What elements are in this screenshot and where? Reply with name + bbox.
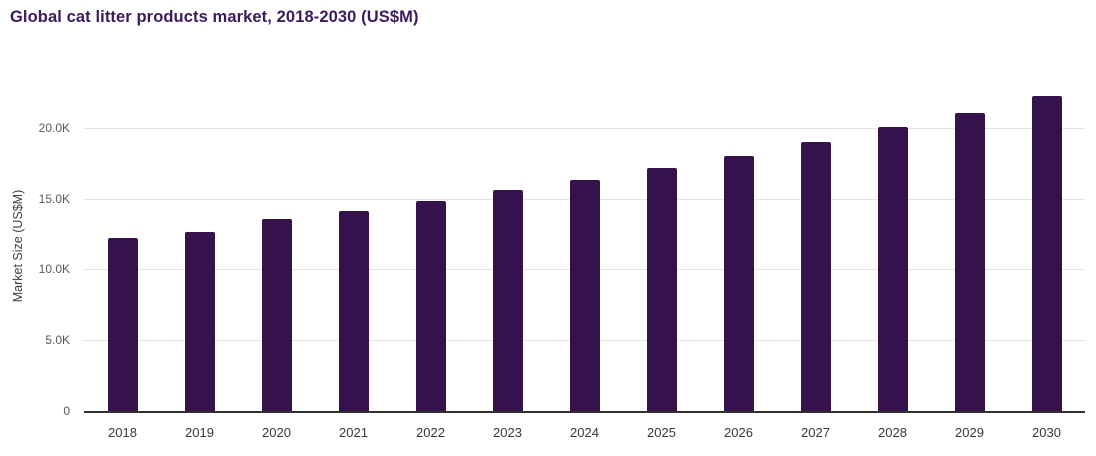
x-tick-2018: 2018 (108, 425, 137, 440)
x-tick-2023: 2023 (493, 425, 522, 440)
bar-2028 (877, 127, 908, 411)
bar-2022 (415, 200, 446, 411)
x-tick-2027: 2027 (801, 425, 830, 440)
y-axis-tick-labels: 0 5.0K 10.0K 15.0K 20.0K (0, 0, 70, 456)
gridline-20.0K (84, 127, 1085, 129)
x-tick-2022: 2022 (416, 425, 445, 440)
bar-2020 (261, 219, 292, 411)
bar-2027 (800, 142, 831, 411)
x-tick-2030: 2030 (1032, 425, 1061, 440)
y-tick-20.0K: 20.0K (38, 120, 70, 135)
x-tick-2020: 2020 (262, 425, 291, 440)
x-tick-2026: 2026 (724, 425, 753, 440)
bar-2021 (338, 210, 369, 411)
bar-2025 (646, 168, 677, 411)
plot-area (84, 60, 1085, 413)
y-tick-5.0K: 5.0K (45, 333, 70, 348)
chart-title: Global cat litter products market, 2018-… (10, 8, 419, 26)
x-tick-2019: 2019 (185, 425, 214, 440)
x-tick-2021: 2021 (339, 425, 368, 440)
bar-2029 (954, 113, 985, 411)
bar-2024 (569, 180, 600, 411)
bar-2030 (1031, 96, 1062, 411)
x-tick-2028: 2028 (878, 425, 907, 440)
bar-2023 (492, 190, 523, 411)
x-axis-line (84, 411, 1085, 413)
bar-2026 (723, 156, 754, 411)
x-axis-tick-labels: 2018 2019 2020 2021 2022 2023 2024 2025 2026 2027… (84, 425, 1085, 445)
bar-2018 (107, 238, 138, 411)
bar-2019 (184, 231, 215, 411)
y-tick-10.0K: 10.0K (38, 262, 70, 277)
y-tick-0: 0 (63, 404, 70, 418)
x-tick-2025: 2025 (647, 425, 676, 440)
x-tick-2024: 2024 (570, 425, 599, 440)
x-tick-2029: 2029 (955, 425, 984, 440)
y-tick-15.0K: 15.0K (38, 191, 70, 206)
